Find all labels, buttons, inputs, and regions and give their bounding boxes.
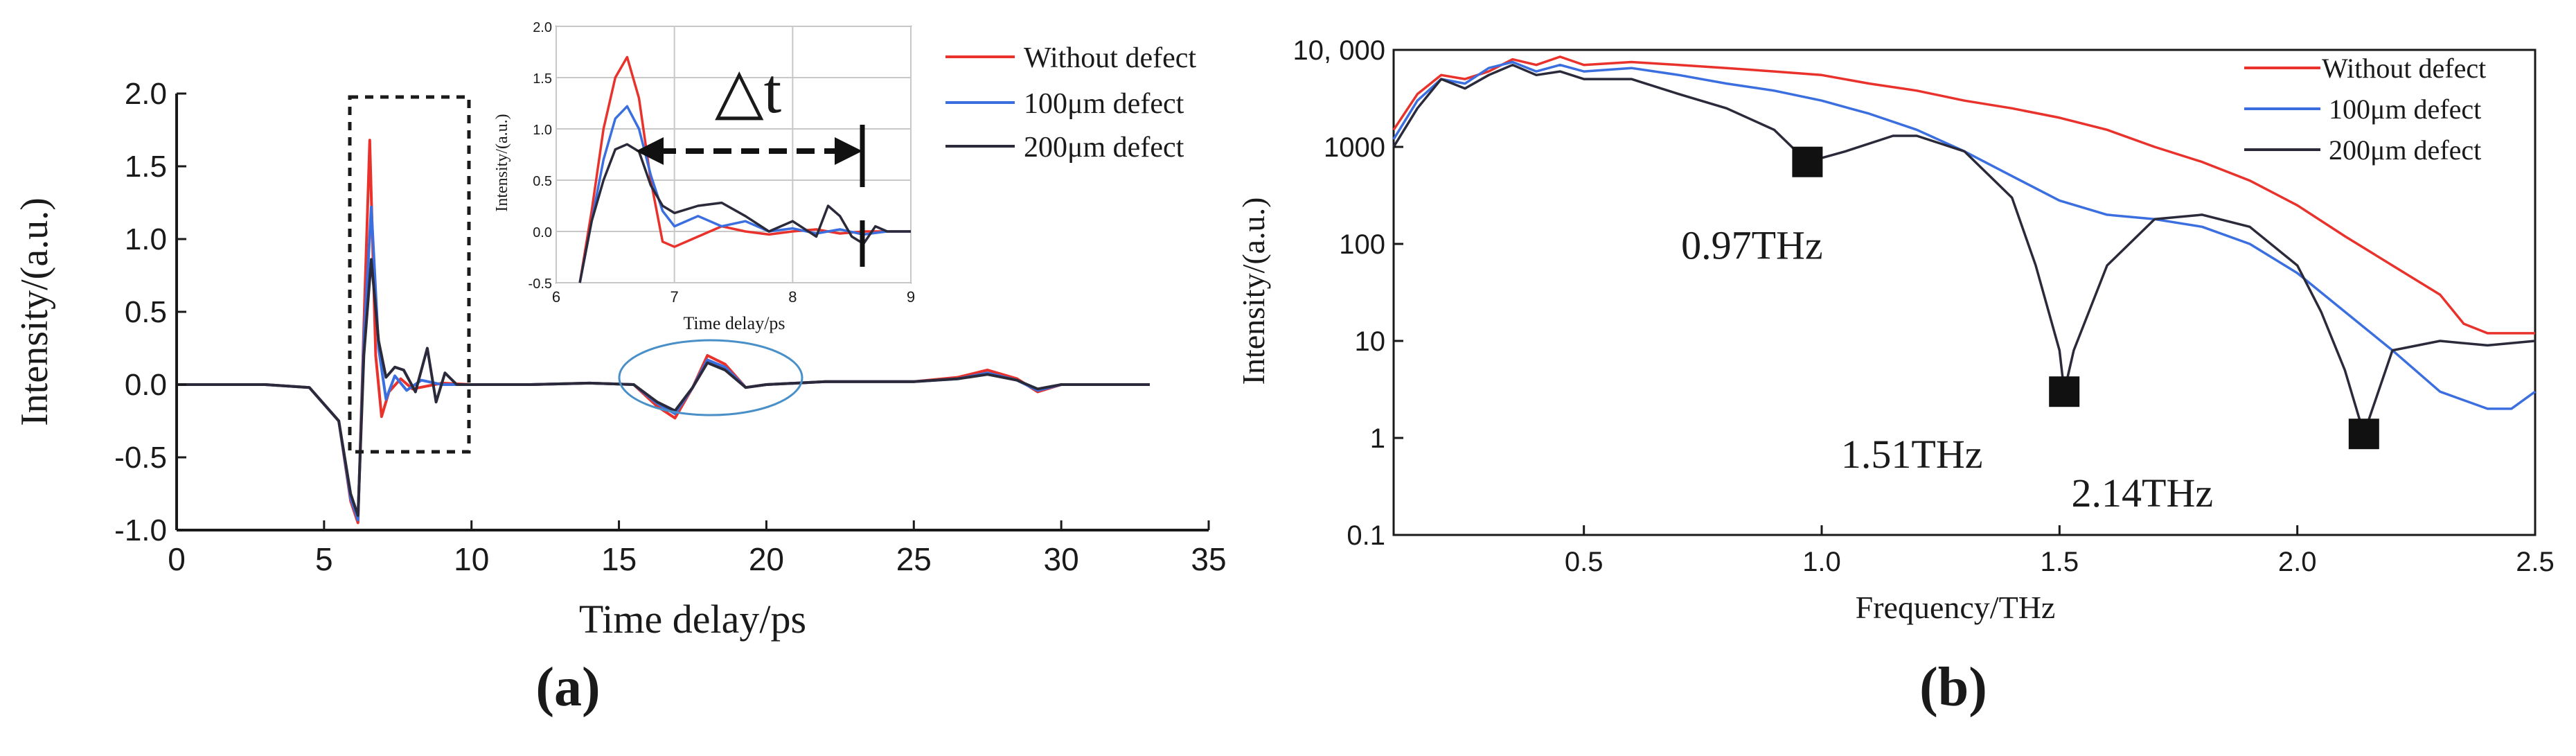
- y-tick-label-a: -0.5: [114, 441, 167, 475]
- panel-a-highlight-ellipse: [618, 339, 803, 416]
- panel-a-legend: Without defect 100μm defect 200μm defect: [945, 42, 1196, 164]
- inset-delta-t-label: △t: [715, 55, 782, 126]
- frequency-marker-label: 1.51THz: [1841, 432, 1983, 477]
- y-tick-label-b: 10: [1355, 326, 1386, 357]
- inset-y-tick-label: 2.0: [533, 20, 552, 35]
- panel-b-label: (b): [1919, 657, 1987, 718]
- legend-a-label-without: Without defect: [1024, 42, 1196, 74]
- y-tick-label-b: 1000: [1324, 132, 1385, 163]
- inset-series-100-m-defect: [578, 105, 911, 283]
- series-b-200-m-defect: [1392, 63, 2536, 435]
- inset-x-tick-label: 8: [788, 288, 797, 306]
- legend-b-label-100um: 100μm defect: [2329, 94, 2481, 125]
- y-tick-label-a: -1.0: [114, 513, 167, 547]
- series-a-200-m-defect: [177, 258, 1150, 517]
- panel-b-ticks: 0.5 1.0 1.5 2.0 2.5 0.1 1 10 100 1000 10, 000: [1293, 35, 2555, 577]
- inset-x-tick-label: 9: [907, 288, 915, 306]
- x-tick-label-b: 1.0: [1802, 547, 1841, 577]
- inset-x-label: Time delay/ps: [683, 313, 785, 333]
- x-tick-label-a: 25: [896, 541, 932, 577]
- inset-y-tick-label: 0.5: [533, 174, 552, 189]
- y-tick-label-b: 10, 000: [1293, 35, 1385, 66]
- x-tick-label-b: 2.0: [2278, 547, 2317, 577]
- inset-ticks: 6 7 8 9 -0.5 0.0 0.5 1.0 1.5 2.0: [528, 20, 916, 306]
- inset-y-label: Intensity/(a.u.): [493, 114, 511, 211]
- panel-b: 0.5 1.0 1.5 2.0 2.5 0.1 1 10 100 1000 10, 000 0.97…: [1236, 35, 2555, 718]
- inset-y-tick-label: 0.0: [533, 225, 552, 240]
- legend-b-label-200um: 200μm defect: [2329, 134, 2481, 166]
- inset-series-200-m-defect: [578, 143, 911, 283]
- x-tick-label-a: 5: [315, 541, 333, 577]
- panel-a-ticks: 0 5 10 15 20 25 30 35 -1.0 -0.5 0.0 0.5 1.0 1.5 2.0: [114, 77, 1226, 577]
- inset-x-tick-label: 7: [670, 288, 679, 306]
- x-tick-label-a: 20: [749, 541, 784, 577]
- x-tick-label-a: 30: [1044, 541, 1079, 577]
- inset-y-tick-label: -0.5: [528, 276, 552, 292]
- inset-x-tick-label: 6: [552, 288, 560, 306]
- x-tick-label-b: 1.5: [2041, 547, 2079, 577]
- inset-y-tick-label: 1.0: [533, 123, 552, 138]
- panel-b-series: [1392, 55, 2537, 435]
- panel-b-markers: 0.97THz 1.51THz 2.14THz: [1681, 146, 2379, 516]
- panel-a-label: (a): [535, 657, 600, 718]
- x-tick-label-a: 10: [454, 541, 489, 577]
- y-tick-label-a: 1.5: [125, 150, 167, 184]
- panel-b-legend: Without defect 100μm defect 200μm defect: [2244, 53, 2486, 166]
- y-tick-label-a: 0.5: [125, 295, 167, 329]
- inset-delta-t-arrowhead-left: [636, 137, 664, 165]
- x-tick-label-b: 2.5: [2516, 547, 2555, 577]
- x-tick-label-b: 0.5: [1565, 547, 1604, 577]
- series-b-100-m-defect: [1392, 60, 2537, 410]
- panel-a-series: [177, 139, 1150, 525]
- panel-a-zoom-box: [348, 95, 471, 454]
- legend-b-label-without: Without defect: [2322, 53, 2486, 84]
- panel-a-y-label: Intensity/(a.u.): [13, 197, 56, 426]
- inset-y-tick-label: 1.5: [533, 71, 552, 87]
- y-tick-label-b: 100: [1339, 229, 1385, 260]
- panel-a-x-label: Time delay/ps: [579, 597, 806, 642]
- panel-b-y-label: Intensity/(a.u.): [1236, 197, 1271, 385]
- x-tick-label-a: 15: [601, 541, 637, 577]
- inset-delta-t-arrowhead-right: [835, 137, 862, 165]
- panel-b-x-label: Frequency/THz: [1856, 590, 2056, 625]
- frequency-marker: [2049, 376, 2080, 407]
- legend-a-label-200um: 200μm defect: [1024, 132, 1184, 164]
- y-tick-label-b: 0.1: [1347, 520, 1385, 551]
- series-b-without-defect: [1392, 55, 2535, 335]
- frequency-marker-label: 2.14THz: [2072, 471, 2214, 516]
- y-tick-label-a: 0.0: [125, 368, 167, 402]
- inset-series: [578, 55, 911, 283]
- frequency-marker: [1792, 146, 1823, 177]
- x-tick-label-a: 35: [1191, 541, 1226, 577]
- y-tick-label-b: 1: [1370, 423, 1385, 454]
- frequency-marker: [2348, 419, 2379, 450]
- legend-a-label-100um: 100μm defect: [1024, 88, 1184, 120]
- panel-a: 0 5 10 15 20 25 30 35 -1.0 -0.5 0.0 0.5 1.0 1.5 2.0 Ti…: [13, 20, 1227, 718]
- y-tick-label-a: 1.0: [125, 222, 167, 256]
- panel-b-plot-frame: [1392, 49, 2537, 536]
- panel-a-inset: 6 7 8 9 -0.5 0.0 0.5 1.0 1.5 2.0 Time delay/ps In…: [493, 20, 915, 333]
- x-tick-label-a: 0: [168, 541, 186, 577]
- y-tick-label-a: 2.0: [125, 77, 167, 111]
- inset-series-without-defect: [578, 55, 911, 283]
- frequency-marker-label: 0.97THz: [1681, 223, 1823, 268]
